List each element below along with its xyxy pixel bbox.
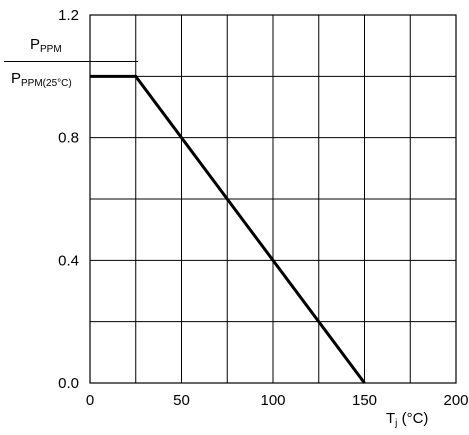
grid-lines xyxy=(90,15,456,383)
x-tick-label: 200 xyxy=(443,392,468,409)
y-label-num-sub: PPM xyxy=(40,44,62,55)
x-tick-label: 100 xyxy=(260,392,285,409)
y-tick-label: 0.4 xyxy=(58,252,79,269)
y-axis-label-fraction-bar xyxy=(4,61,138,62)
y-tick-label: 0.8 xyxy=(58,130,79,147)
x-label-main: T xyxy=(386,410,396,427)
y-label-den-sub: PPM(25°C) xyxy=(21,78,72,89)
y-tick-label: 0.0 xyxy=(58,375,79,392)
plot-frame xyxy=(89,14,457,384)
x-tick-label: 0 xyxy=(86,392,94,409)
x-axis-label: Tj (°C) xyxy=(386,410,428,429)
tick-labels: 0 50 100 150 200 0.0 0.4 0.8 1.2 xyxy=(58,7,468,409)
x-label-sub: j xyxy=(395,418,398,429)
x-tick-label: 50 xyxy=(173,392,190,409)
y-axis-label-denominator: PPPM(25°C) xyxy=(11,70,72,89)
y-axis-label-numerator: PPPM xyxy=(30,36,62,55)
y-label-den-main: P xyxy=(11,70,22,87)
y-label-num-main: P xyxy=(30,36,41,53)
x-tick-label: 150 xyxy=(352,392,377,409)
series-group xyxy=(90,74,366,384)
x-label-unit: (°C) xyxy=(397,410,429,427)
y-tick-label: 1.2 xyxy=(58,7,79,24)
derating-curve xyxy=(90,74,366,384)
